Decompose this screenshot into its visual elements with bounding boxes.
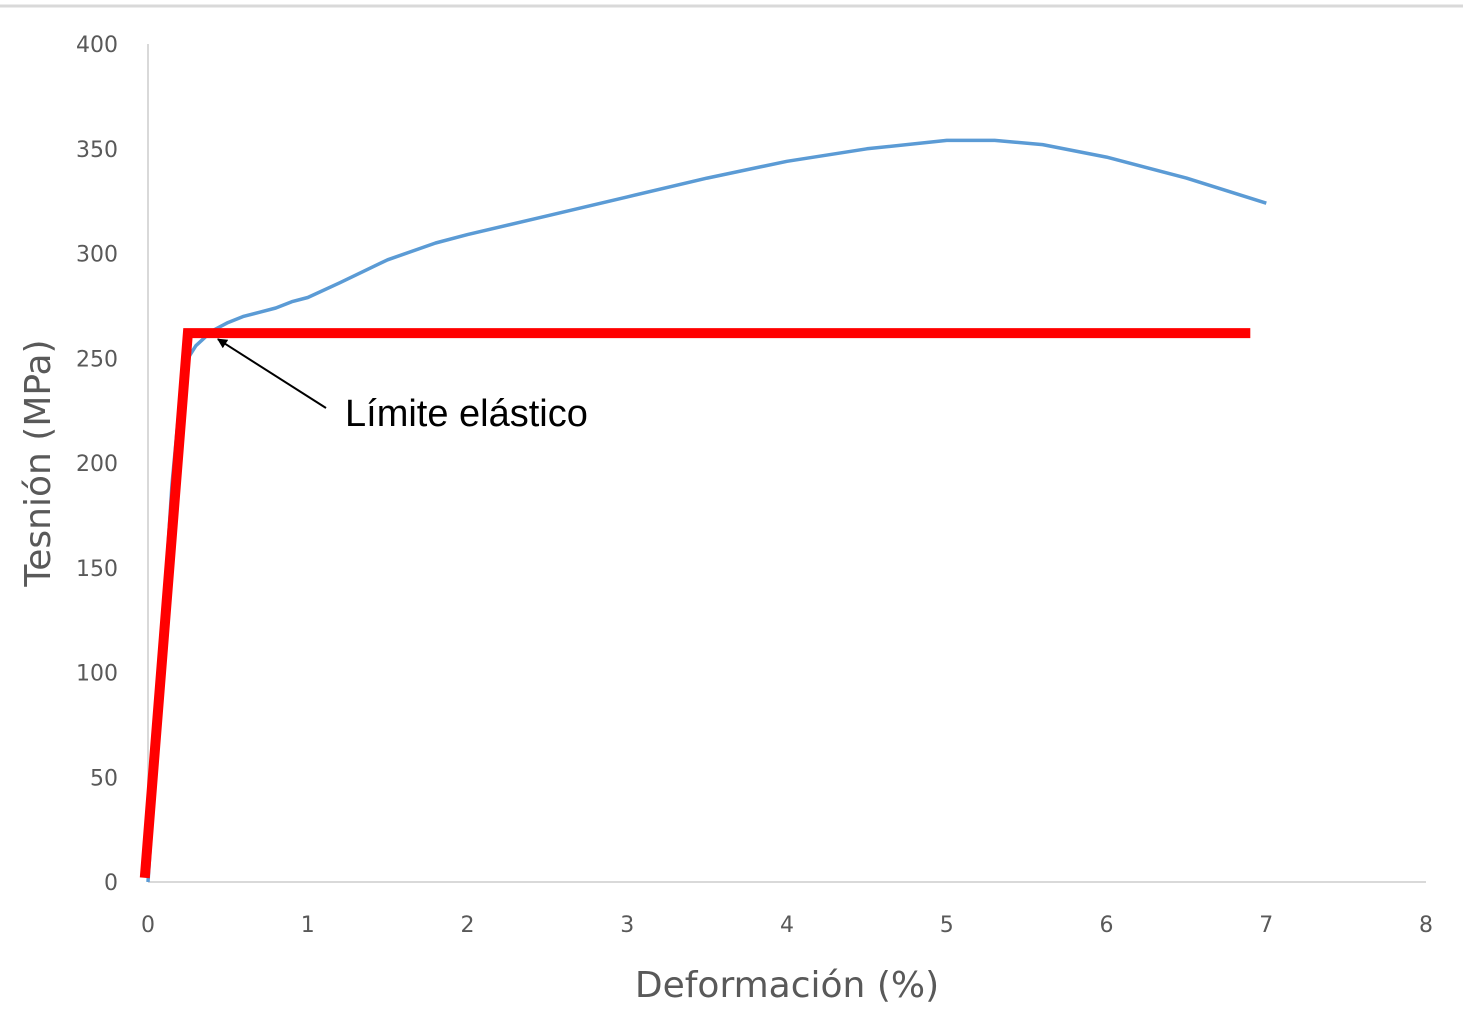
y-tick-label: 300 (76, 243, 118, 268)
elastic-limit-line (139, 328, 1251, 879)
x-tick-label: 2 (461, 913, 475, 938)
y-tick-label: 50 (90, 766, 118, 791)
x-tick-label: 0 (141, 913, 155, 938)
x-tick-label: 1 (301, 913, 315, 938)
series-group (139, 138, 1267, 883)
y-tick-label: 200 (76, 452, 118, 477)
x-tick-label: 6 (1100, 913, 1114, 938)
y-axis-title: Tesnión (MPa) (18, 339, 59, 587)
y-tick-label: 400 (76, 33, 118, 58)
x-tick-label: 3 (620, 913, 634, 938)
y-tick-label: 100 (76, 662, 118, 687)
stress-strain-curve (146, 138, 1267, 883)
y-tick-label: 0 (104, 871, 118, 896)
annotation-arrow (217, 338, 327, 409)
y-tick-labels: 0 50 100 150 200 250 300 350 400 (76, 33, 118, 896)
x-tick-labels: 0 1 2 3 4 5 6 7 8 (141, 913, 1433, 938)
x-tick-label: 5 (940, 913, 954, 938)
x-axis-title: Deformación (%) (635, 965, 939, 1006)
x-tick-label: 8 (1419, 913, 1433, 938)
y-tick-label: 350 (76, 138, 118, 163)
annotation-label: Límite elástico (345, 393, 588, 435)
y-tick-label: 150 (76, 557, 118, 582)
y-tick-label: 250 (76, 347, 118, 372)
x-tick-label: 7 (1259, 913, 1273, 938)
x-tick-label: 4 (780, 913, 794, 938)
